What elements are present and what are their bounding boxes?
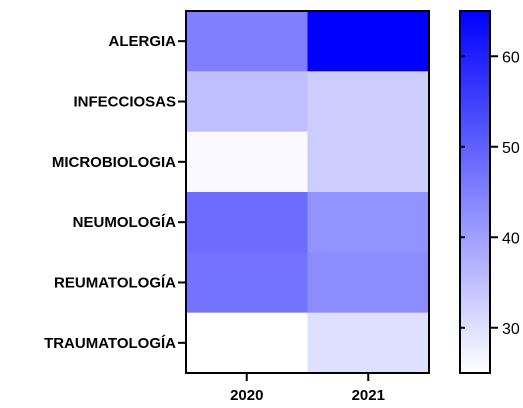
heatmap-cell [186,192,308,253]
row-label: INFECCIOSAS [73,94,176,111]
plot-frame [185,10,430,374]
colorbar-scale [459,10,491,374]
colorbar-tick-label: 50 [502,140,520,157]
row-label: MICROBIOLOGIA [52,154,176,171]
colorbar: 30 40 50 60 [459,10,520,374]
heatmap-cell [307,71,430,133]
column-label: 2021 [352,387,385,404]
heatmap-cell [186,131,308,193]
heatmap-cell [307,131,430,193]
column-labels: 2020 2021 [230,373,385,404]
row-label: ALERGIA [109,33,177,50]
heatmap-cell [186,252,308,314]
colorbar-ticks: 30 40 50 60 [460,49,520,338]
heatmap-cell [186,11,308,72]
heatmap-cell [186,312,308,374]
column-label: 2020 [230,387,263,404]
colorbar-tick-label: 40 [502,230,520,247]
heatmap-cell [307,11,430,72]
row-label: REUMATOLOGÍA [54,275,176,292]
row-label: TRAUMATOLOGÍA [44,335,176,352]
heatmap-cell [307,312,430,374]
heatmap-cell [186,71,308,133]
colorbar-tick-label: 60 [502,49,520,66]
heatmap-cell [307,192,430,253]
heatmap-cell [307,252,430,314]
row-label: NEUMOLOGÍA [73,214,176,231]
colorbar-tick-label: 30 [502,321,520,338]
heatmap-cells [185,10,430,374]
row-labels: ALERGIA INFECCIOSAS MICROBIOLOGIA NEUMOLOGÍ… [44,33,186,352]
